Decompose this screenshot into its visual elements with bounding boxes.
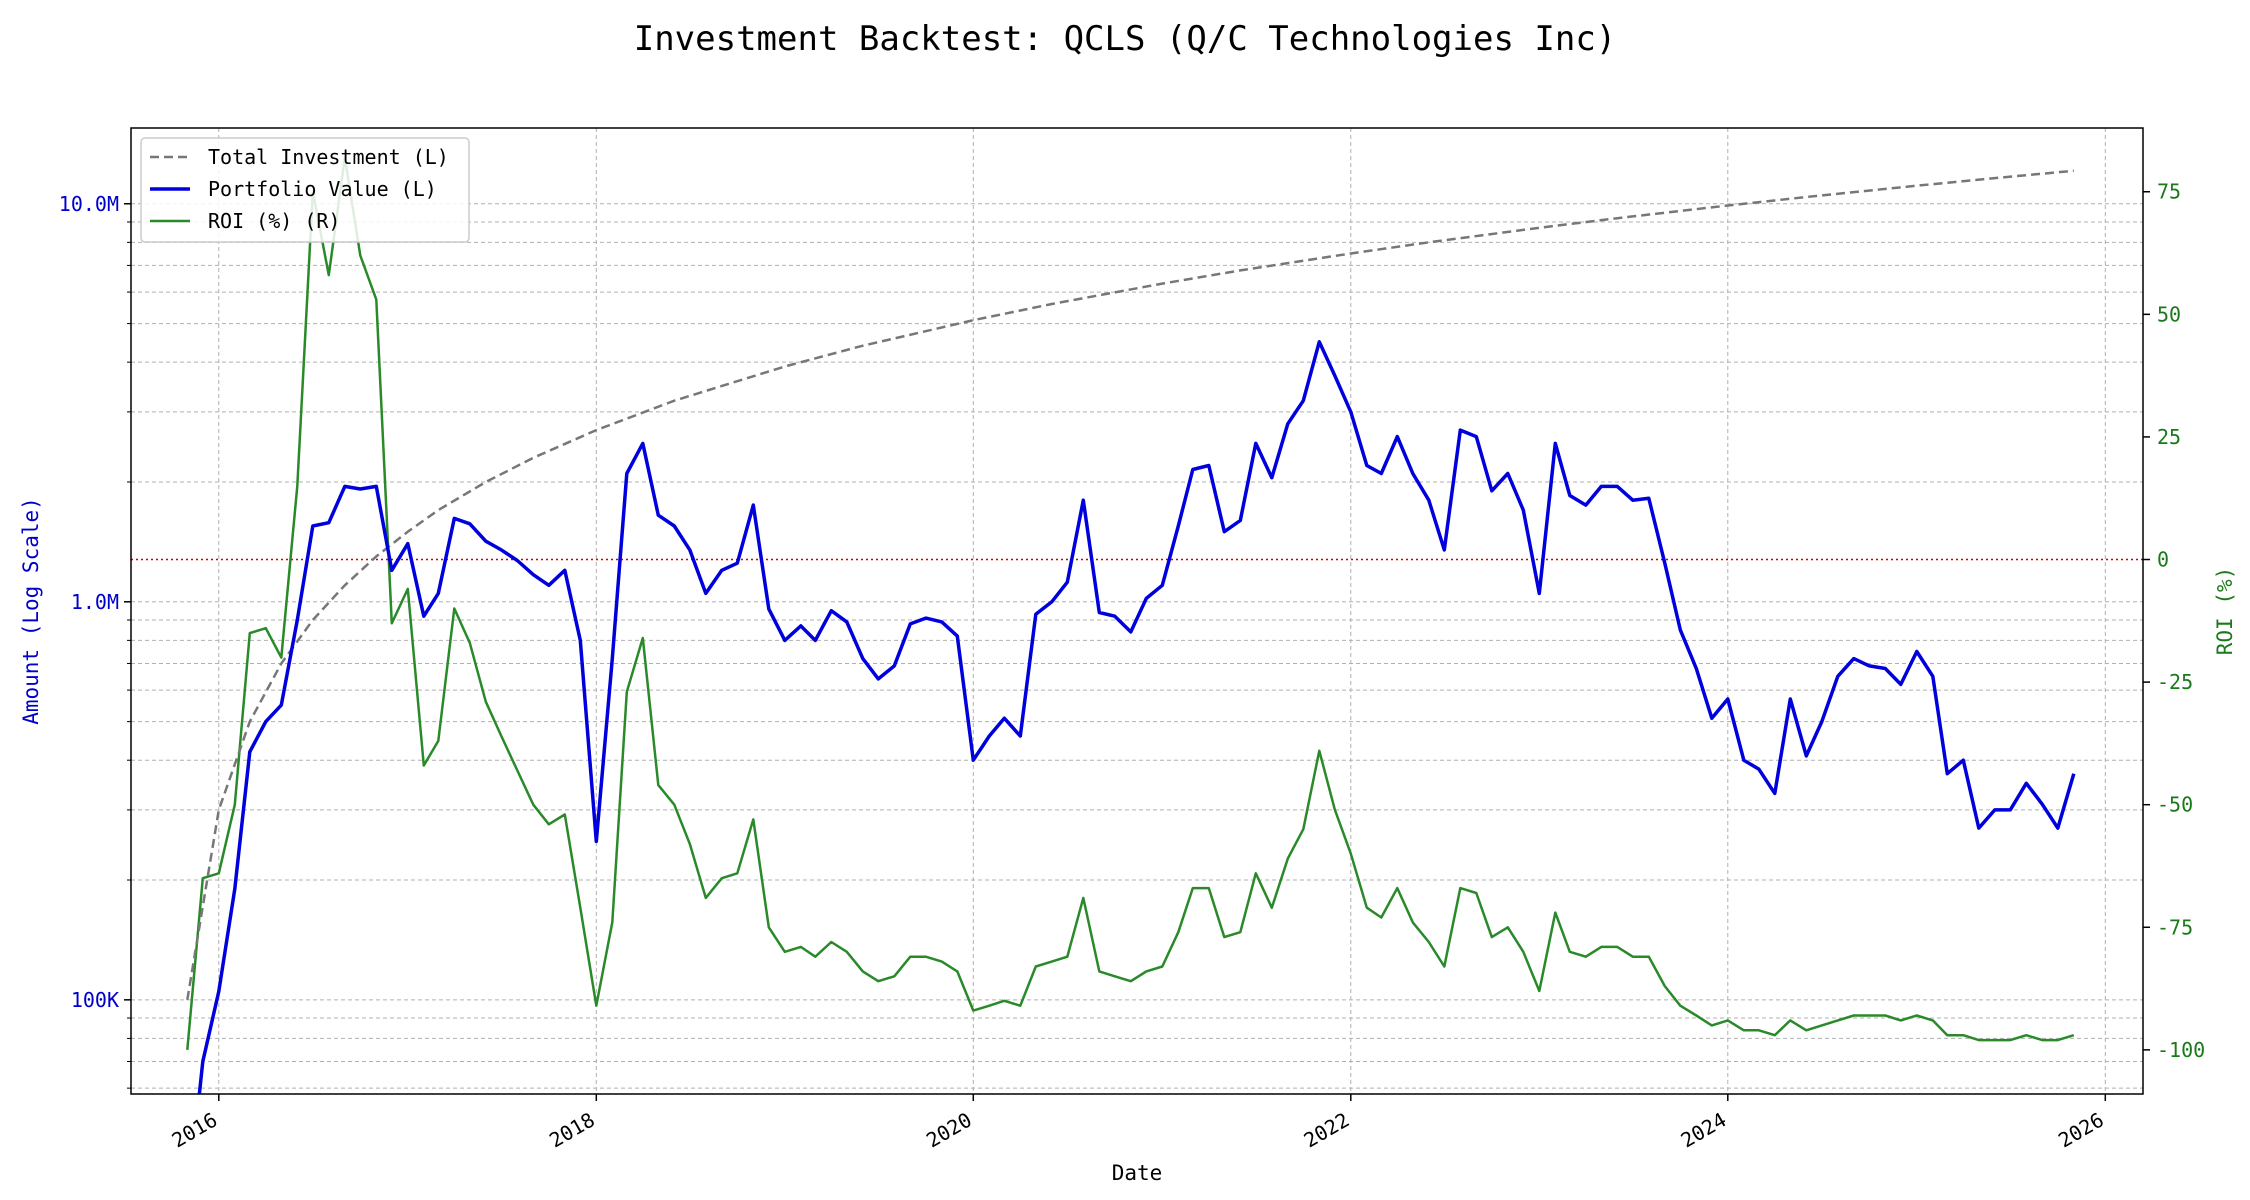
grid: [131, 128, 2143, 1094]
series-lines: [186, 156, 2076, 1094]
y-left-axis-label: Amount (Log Scale): [19, 497, 43, 725]
total-investment-line: [186, 169, 2074, 1001]
plot-frame: [130, 127, 2144, 1095]
y-right-tick-label: 25: [2157, 425, 2181, 449]
legend-box: [140, 137, 470, 243]
y-left-axis-ticks: 100K 1.0M 10.0M: [59, 192, 131, 1089]
y-right-tick-label: -25: [2157, 670, 2193, 694]
y-left-tick-label: 1.0M: [71, 590, 119, 614]
legend-entry-label: Portfolio Value (L): [208, 177, 437, 201]
y-right-tick-label: -75: [2157, 915, 2193, 939]
y-left-tick-label: 10.0M: [59, 192, 119, 216]
y-right-tick-label: -50: [2157, 793, 2193, 817]
roi-line: [186, 156, 2075, 1051]
y-right-axis-label: ROI (%): [2213, 567, 2237, 656]
y-right-axis-ticks: 75 50 25 0 -25 -50 -75 -100: [2143, 180, 2205, 1062]
y-left-tick-label: 100K: [71, 988, 119, 1012]
legend: Total Investment (L) Portfolio Value (L) R…: [140, 137, 470, 243]
y-right-tick-label: 50: [2157, 302, 2181, 326]
legend-entry-label: Total Investment (L): [208, 145, 449, 169]
x-axis-label: Date: [1112, 1161, 1163, 1185]
portfolio-value-line: [197, 340, 2076, 1094]
legend-entry-label: ROI (%) (R): [208, 209, 340, 233]
y-right-tick-label: 0: [2157, 548, 2169, 572]
y-right-tick-label: 75: [2157, 180, 2181, 204]
y-right-tick-label: -100: [2157, 1038, 2205, 1062]
chart-title: Investment Backtest: QCLS (Q/C Technolog…: [634, 19, 1617, 59]
